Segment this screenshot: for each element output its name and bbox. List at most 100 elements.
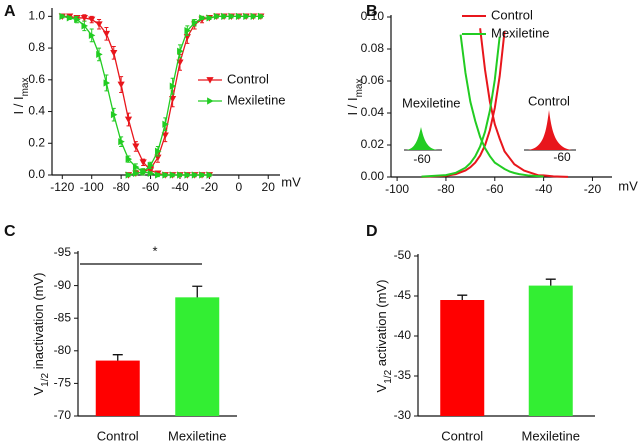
x-tick-label: -40 <box>535 182 553 196</box>
y-axis-title: I / Imax <box>345 79 365 116</box>
y-tick-label: 0.10 <box>361 9 385 23</box>
x-tick-label: -80 <box>437 182 455 196</box>
annotation: * <box>152 243 157 258</box>
x-tick-label: -100 <box>385 182 409 196</box>
y-axis-title-part: max <box>20 78 31 97</box>
y-tick-label: -35 <box>394 368 412 382</box>
y-axis-title-part: V <box>374 383 389 392</box>
marker <box>139 159 147 166</box>
x-tick-label: -60 <box>486 182 504 196</box>
y-tick-label: 0.04 <box>361 105 385 119</box>
marker <box>147 161 155 170</box>
marker <box>257 12 265 20</box>
y-tick-label: -30 <box>394 408 412 422</box>
bar <box>528 285 573 416</box>
marker <box>140 168 147 176</box>
x-tick-label: Control <box>441 428 483 442</box>
marker <box>235 12 243 20</box>
x-tick-label: -20 <box>201 180 219 194</box>
inset-mexiletine <box>404 127 442 151</box>
error-bar <box>192 285 203 298</box>
marker <box>177 171 184 179</box>
bar <box>440 300 485 416</box>
marker <box>213 12 221 20</box>
legend-label: Control <box>227 71 269 86</box>
error-bar <box>545 278 556 286</box>
y-tick-label: 0.0 <box>28 167 45 181</box>
marker <box>206 171 213 179</box>
marker <box>191 19 199 27</box>
panel-label: B <box>366 3 378 20</box>
annotation: Control <box>528 93 570 108</box>
x-tick-label: 0 <box>235 180 242 194</box>
marker <box>207 97 214 105</box>
marker <box>74 15 81 24</box>
y-axis-title-part: activation (mV) <box>374 280 389 370</box>
annotation: -60 <box>553 150 571 164</box>
marker <box>169 171 177 179</box>
legend-label: Mexiletine <box>491 25 550 40</box>
marker <box>155 147 162 155</box>
y-tick-label: -90 <box>54 278 72 292</box>
marker <box>162 120 169 128</box>
y-tick-label: -70 <box>54 408 72 422</box>
curve <box>421 31 506 178</box>
marker <box>103 79 111 87</box>
error-bar <box>112 354 123 361</box>
x-tick-label: -80 <box>112 180 130 194</box>
marker <box>59 12 66 20</box>
y-tick-label: 0.06 <box>361 73 385 87</box>
x-tick-label: -120 <box>50 180 74 194</box>
marker <box>96 50 103 59</box>
y-axis-title-part: 1/2 <box>383 369 394 383</box>
marker <box>206 14 213 22</box>
marker <box>124 116 133 124</box>
marker <box>110 49 118 57</box>
y-axis-title: I / Imax <box>11 78 31 115</box>
x-tick-label: 20 <box>262 180 276 194</box>
marker <box>221 12 228 20</box>
y-tick-label: 0.2 <box>28 135 45 149</box>
y-tick-label: -85 <box>54 310 72 324</box>
y-tick-label: -45 <box>394 288 412 302</box>
y-axis-title-part: I / I <box>11 96 26 114</box>
x-tick-label: -100 <box>80 180 104 194</box>
y-axis-title: V1/2 inactivation (mV) <box>31 273 51 396</box>
marker <box>81 22 88 30</box>
y-tick-label: 0.8 <box>28 40 45 54</box>
y-tick-label: -95 <box>54 245 72 259</box>
marker <box>250 12 258 20</box>
x-tick-label: -60 <box>142 180 160 194</box>
x-tick-label: Mexiletine <box>168 428 227 442</box>
panel-label: A <box>4 3 16 20</box>
legend-label: Mexiletine <box>227 92 286 107</box>
marker <box>110 111 118 119</box>
y-tick-label: -75 <box>54 376 72 390</box>
marker <box>125 155 133 163</box>
y-tick-label: 1.0 <box>28 9 45 23</box>
marker <box>155 171 162 179</box>
marker <box>199 14 206 22</box>
y-axis-title-part: max <box>354 79 365 98</box>
inset-control <box>524 110 576 151</box>
y-tick-label: -40 <box>394 328 412 342</box>
marker <box>132 163 140 171</box>
y-tick-label: 0.02 <box>361 137 385 151</box>
marker <box>228 12 236 20</box>
y-tick-label: -50 <box>394 248 412 262</box>
marker <box>88 31 96 39</box>
marker <box>95 21 103 28</box>
y-tick-label: 0.6 <box>28 72 45 86</box>
x-tick-label: Control <box>97 428 139 442</box>
annotation: -60 <box>413 152 431 166</box>
marker <box>162 171 169 179</box>
y-axis-title-part: 1/2 <box>40 372 51 386</box>
curve <box>421 36 501 178</box>
marker <box>132 169 140 178</box>
bar <box>175 297 220 416</box>
marker <box>206 77 214 84</box>
error-bar <box>457 294 468 300</box>
marker <box>169 82 177 90</box>
marker <box>161 132 169 139</box>
y-axis-title: V1/2 activation (mV) <box>374 280 394 393</box>
